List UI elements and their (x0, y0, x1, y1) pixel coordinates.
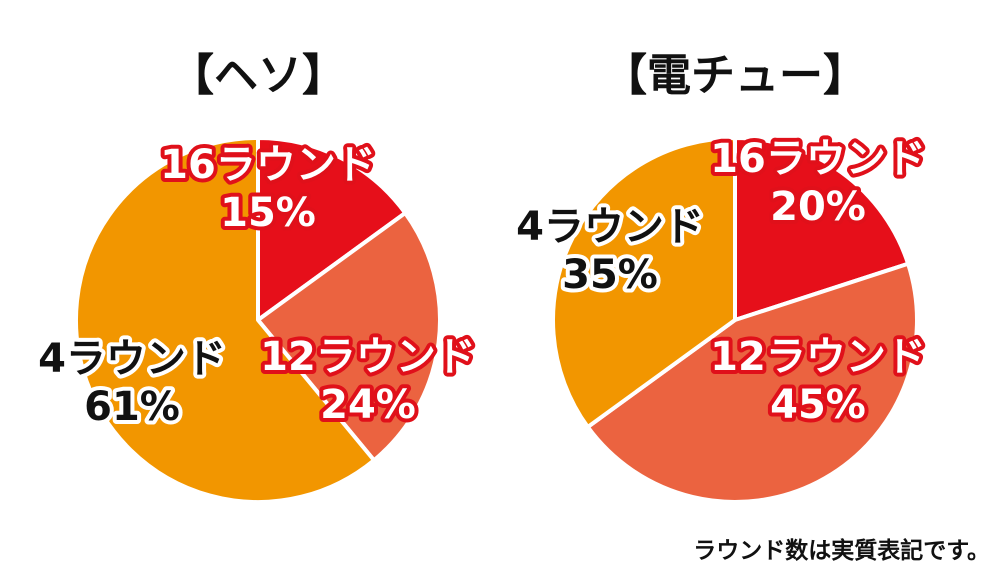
left-pie-slice-0 (256, 136, 408, 322)
right-pie-slice-0 (733, 136, 911, 322)
left-pie-slice-0-label: 16ラウンド (160, 142, 376, 188)
right-pie-slice-1-label: 12ラウンド (710, 334, 926, 380)
left-pie-slice-0-value: 15% (220, 190, 316, 236)
left-pie-slice-1-value: 24% (320, 382, 416, 428)
left-pie-title: 【ヘソ】 (170, 50, 346, 101)
right-pie-slice-2-value: 35% (562, 252, 658, 298)
right-pie-title: 【電チュー】 (603, 50, 867, 101)
right-pie-slice-2-label: 4ラウンド (516, 204, 704, 250)
left-pie-slice-2-value: 61% (84, 384, 180, 430)
footnote: ラウンド数は実質表記です。 (693, 537, 990, 564)
right-pie-slice-1-value: 45% (770, 382, 866, 428)
right-pie-slice-0-value: 20% (770, 184, 866, 230)
left-pie-slice-1 (256, 211, 442, 463)
right-pie-slice-2 (551, 136, 737, 429)
left-pie-slice-2-label: 4ラウンド (38, 336, 226, 382)
left-pie-slice-1-label: 12ラウンド (260, 334, 476, 380)
left-pie-slice-2 (74, 136, 377, 504)
right-pie-slice-0-label: 16ラウンド (710, 136, 926, 182)
right-pie-slice-1 (585, 261, 919, 504)
